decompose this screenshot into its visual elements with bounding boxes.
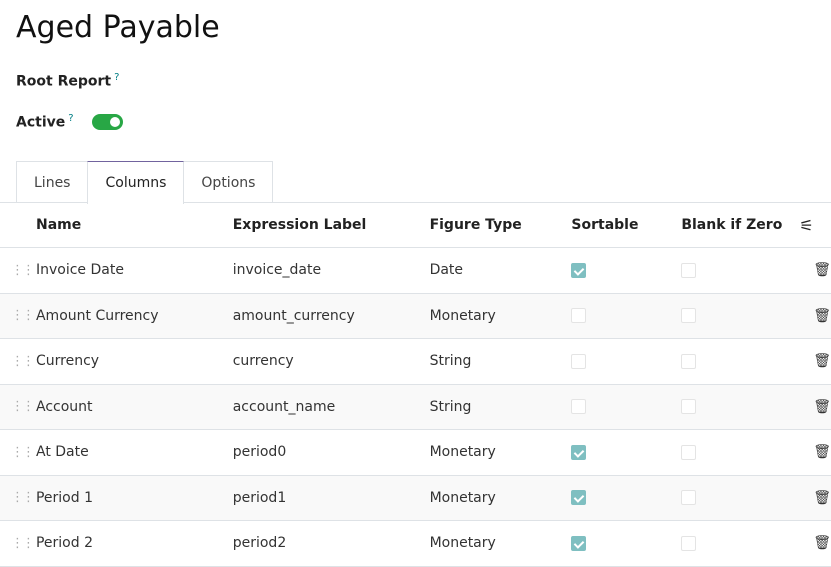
- blank-if-zero-checkbox[interactable]: [681, 262, 697, 278]
- active-toggle[interactable]: [92, 114, 123, 130]
- blank-if-zero-cell: [681, 429, 800, 476]
- drag-handle-icon[interactable]: ⋮⋮: [0, 475, 36, 521]
- drag-handle-icon[interactable]: ⋮⋮: [0, 247, 36, 294]
- drag-handle-icon[interactable]: ⋮⋮: [0, 293, 36, 339]
- sortable-cell: [571, 338, 682, 385]
- blank-if-zero-cell: [681, 338, 800, 385]
- blank-if-zero-cell: [681, 475, 800, 521]
- sliders-icon[interactable]: ⚟: [799, 202, 831, 248]
- figure-type-cell[interactable]: Monetary: [429, 520, 572, 567]
- table-row[interactable]: ⋮⋮ Period 2 period2 Monetary 🗑: [0, 520, 831, 567]
- sortable-cell: [571, 247, 682, 294]
- name-cell[interactable]: Period 2: [35, 520, 233, 567]
- trash-icon[interactable]: 🗑: [799, 384, 831, 430]
- tab-options[interactable]: Options: [183, 161, 274, 203]
- trash-icon[interactable]: 🗑: [799, 520, 831, 567]
- tabs: Lines Columns Options: [16, 161, 274, 204]
- col-blank-if-zero[interactable]: Blank if Zero: [681, 202, 800, 248]
- sortable-cell: [571, 384, 682, 430]
- table-row[interactable]: ⋮⋮ Account account_name String 🗑: [0, 384, 831, 430]
- sortable-checkbox[interactable]: [571, 399, 587, 415]
- sortable-checkbox[interactable]: [571, 490, 587, 506]
- root-report-label: Root Report?: [16, 72, 120, 90]
- drag-handle-icon[interactable]: ⋮⋮: [0, 384, 36, 430]
- table-row[interactable]: ⋮⋮ Period 1 period1 Monetary 🗑: [0, 475, 831, 521]
- sortable-cell: [571, 429, 682, 476]
- table-row[interactable]: ⋮⋮ Invoice Date invoice_date Date 🗑: [0, 247, 831, 294]
- expression-label-cell[interactable]: amount_currency: [232, 293, 430, 339]
- trash-icon[interactable]: 🗑: [799, 293, 831, 339]
- blank-if-zero-cell: [681, 520, 800, 567]
- drag-handle-icon[interactable]: ⋮⋮: [0, 429, 36, 476]
- help-icon[interactable]: ?: [68, 113, 74, 124]
- page-title: Aged Payable: [16, 10, 220, 45]
- columns-table: Name Expression Label Figure Type Sortab…: [0, 202, 831, 567]
- blank-if-zero-cell: [681, 293, 800, 339]
- name-cell[interactable]: Account: [35, 384, 233, 430]
- handle-header: [0, 202, 36, 248]
- sortable-cell: [571, 293, 682, 339]
- sortable-checkbox[interactable]: [571, 353, 587, 369]
- col-expression-label[interactable]: Expression Label: [232, 202, 430, 248]
- figure-type-cell[interactable]: Monetary: [429, 429, 572, 476]
- sortable-checkbox[interactable]: [571, 535, 587, 551]
- col-figure-type[interactable]: Figure Type: [429, 202, 572, 248]
- name-cell[interactable]: Currency: [35, 338, 233, 385]
- blank-if-zero-checkbox[interactable]: [681, 490, 697, 506]
- table-row[interactable]: ⋮⋮ Amount Currency amount_currency Monet…: [0, 293, 831, 339]
- name-cell[interactable]: Invoice Date: [35, 247, 233, 294]
- blank-if-zero-checkbox[interactable]: [681, 444, 697, 460]
- col-sortable[interactable]: Sortable: [571, 202, 682, 248]
- drag-handle-icon[interactable]: ⋮⋮: [0, 338, 36, 385]
- expression-label-cell[interactable]: period1: [232, 475, 430, 521]
- expression-label-cell[interactable]: account_name: [232, 384, 430, 430]
- name-cell[interactable]: Period 1: [35, 475, 233, 521]
- figure-type-cell[interactable]: Monetary: [429, 293, 572, 339]
- table-row[interactable]: ⋮⋮ At Date period0 Monetary 🗑: [0, 429, 831, 476]
- col-name[interactable]: Name: [35, 202, 233, 248]
- active-label: Active?: [16, 113, 74, 131]
- help-icon[interactable]: ?: [114, 72, 120, 83]
- figure-type-cell[interactable]: Date: [429, 247, 572, 294]
- name-cell[interactable]: Amount Currency: [35, 293, 233, 339]
- blank-if-zero-cell: [681, 247, 800, 294]
- expression-label-cell[interactable]: invoice_date: [232, 247, 430, 294]
- sortable-cell: [571, 520, 682, 567]
- figure-type-cell[interactable]: String: [429, 338, 572, 385]
- blank-if-zero-checkbox[interactable]: [681, 399, 697, 415]
- sortable-checkbox[interactable]: [571, 444, 587, 460]
- trash-icon[interactable]: 🗑: [799, 429, 831, 476]
- sortable-checkbox[interactable]: [571, 262, 587, 278]
- figure-type-cell[interactable]: Monetary: [429, 475, 572, 521]
- blank-if-zero-checkbox[interactable]: [681, 353, 697, 369]
- blank-if-zero-cell: [681, 384, 800, 430]
- table-row[interactable]: ⋮⋮ Currency currency String 🗑: [0, 338, 831, 385]
- expression-label-cell[interactable]: period2: [232, 520, 430, 567]
- trash-icon[interactable]: 🗑: [799, 475, 831, 521]
- blank-if-zero-checkbox[interactable]: [681, 535, 697, 551]
- expression-label-cell[interactable]: period0: [232, 429, 430, 476]
- trash-icon[interactable]: 🗑: [799, 338, 831, 385]
- drag-handle-icon[interactable]: ⋮⋮: [0, 520, 36, 567]
- trash-icon[interactable]: 🗑: [799, 247, 831, 294]
- name-cell[interactable]: At Date: [35, 429, 233, 476]
- tab-columns[interactable]: Columns: [87, 161, 185, 204]
- sortable-checkbox[interactable]: [571, 308, 587, 324]
- sortable-cell: [571, 475, 682, 521]
- tab-lines[interactable]: Lines: [16, 161, 89, 203]
- expression-label-cell[interactable]: currency: [232, 338, 430, 385]
- blank-if-zero-checkbox[interactable]: [681, 308, 697, 324]
- figure-type-cell[interactable]: String: [429, 384, 572, 430]
